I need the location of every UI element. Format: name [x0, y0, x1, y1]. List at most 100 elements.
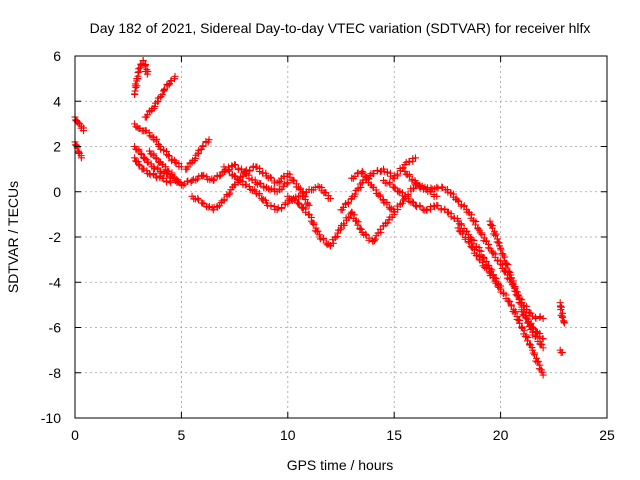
- data-point: [141, 62, 149, 70]
- data-point: [289, 176, 297, 184]
- data-point: [283, 180, 291, 188]
- data-points: [71, 57, 568, 379]
- data-point: [560, 319, 568, 327]
- data-point: [205, 136, 213, 144]
- data-point: [246, 166, 254, 174]
- data-point: [393, 170, 401, 178]
- data-point: [131, 154, 139, 162]
- data-point: [486, 217, 494, 225]
- data-point: [351, 190, 359, 198]
- data-point: [532, 314, 540, 322]
- data-point: [385, 179, 393, 187]
- data-point: [345, 213, 353, 221]
- data-point: [199, 199, 207, 207]
- series-track-21: [556, 299, 568, 327]
- data-point: [167, 179, 175, 187]
- data-point: [507, 302, 515, 310]
- data-point: [275, 178, 283, 186]
- y-tick-label: -8: [49, 365, 62, 381]
- data-point: [278, 185, 286, 193]
- data-point: [419, 205, 427, 213]
- data-point: [171, 72, 179, 80]
- data-point: [194, 194, 202, 202]
- data-point: [467, 242, 475, 250]
- data-point: [370, 237, 378, 245]
- y-axis-label: SDTVAR / TECUs: [5, 181, 21, 293]
- y-tick-label: 4: [53, 93, 61, 109]
- data-point: [220, 196, 228, 204]
- data-point: [516, 319, 524, 327]
- data-point: [344, 198, 352, 206]
- data-point: [371, 235, 379, 243]
- data-point: [491, 231, 499, 239]
- data-point: [134, 69, 142, 77]
- data-point: [422, 185, 430, 193]
- data-point: [505, 297, 513, 305]
- data-point: [516, 295, 524, 303]
- data-point: [454, 224, 462, 232]
- data-point: [497, 260, 505, 268]
- data-point: [488, 224, 496, 232]
- data-point: [427, 184, 435, 192]
- data-point: [386, 180, 394, 188]
- data-point: [284, 179, 292, 187]
- data-point: [290, 196, 298, 204]
- data-point: [411, 179, 419, 187]
- series-track-18: [454, 224, 547, 379]
- y-tick-label: -10: [41, 410, 61, 426]
- data-point: [225, 167, 233, 175]
- data-point: [140, 165, 148, 173]
- data-point: [225, 191, 233, 199]
- data-point: [138, 150, 146, 158]
- data-point: [524, 333, 532, 341]
- data-point: [191, 155, 199, 163]
- data-point: [357, 183, 365, 191]
- data-point: [454, 197, 462, 205]
- x-tick-label: 20: [493, 427, 509, 443]
- data-point: [165, 152, 173, 160]
- data-point: [423, 206, 431, 214]
- data-point: [231, 161, 239, 169]
- data-point: [194, 196, 202, 204]
- data-point: [242, 181, 250, 189]
- data-point: [245, 174, 253, 182]
- data-point: [256, 168, 264, 176]
- data-point: [459, 230, 467, 238]
- data-point: [512, 308, 520, 316]
- data-point: [226, 189, 234, 197]
- data-point: [501, 253, 509, 261]
- data-point: [433, 192, 441, 200]
- data-point: [278, 204, 286, 212]
- data-point: [400, 196, 408, 204]
- x-tick-label: 25: [599, 427, 615, 443]
- data-point: [373, 189, 381, 197]
- x-axis-label: GPS time / hours: [287, 457, 394, 473]
- data-point: [558, 348, 566, 356]
- data-point: [475, 247, 483, 255]
- data-point: [192, 176, 200, 184]
- data-point: [492, 230, 500, 238]
- data-point: [152, 154, 160, 162]
- data-point: [357, 225, 365, 233]
- data-point: [511, 309, 519, 317]
- data-point: [132, 80, 140, 88]
- data-point: [199, 142, 207, 150]
- data-point: [145, 129, 153, 137]
- series-track-1: [71, 113, 88, 135]
- data-point: [162, 178, 170, 186]
- data-point: [438, 183, 446, 191]
- series-track-4: [141, 72, 179, 121]
- data-point: [465, 239, 473, 247]
- data-point: [455, 227, 463, 235]
- series-track-13: [284, 192, 398, 250]
- data-point: [132, 123, 140, 131]
- data-point: [383, 168, 391, 176]
- data-point: [252, 179, 260, 187]
- data-point: [139, 154, 147, 162]
- data-point: [72, 117, 80, 125]
- data-point: [519, 311, 527, 319]
- data-point: [537, 340, 545, 348]
- data-point: [498, 250, 506, 258]
- data-point: [152, 172, 160, 180]
